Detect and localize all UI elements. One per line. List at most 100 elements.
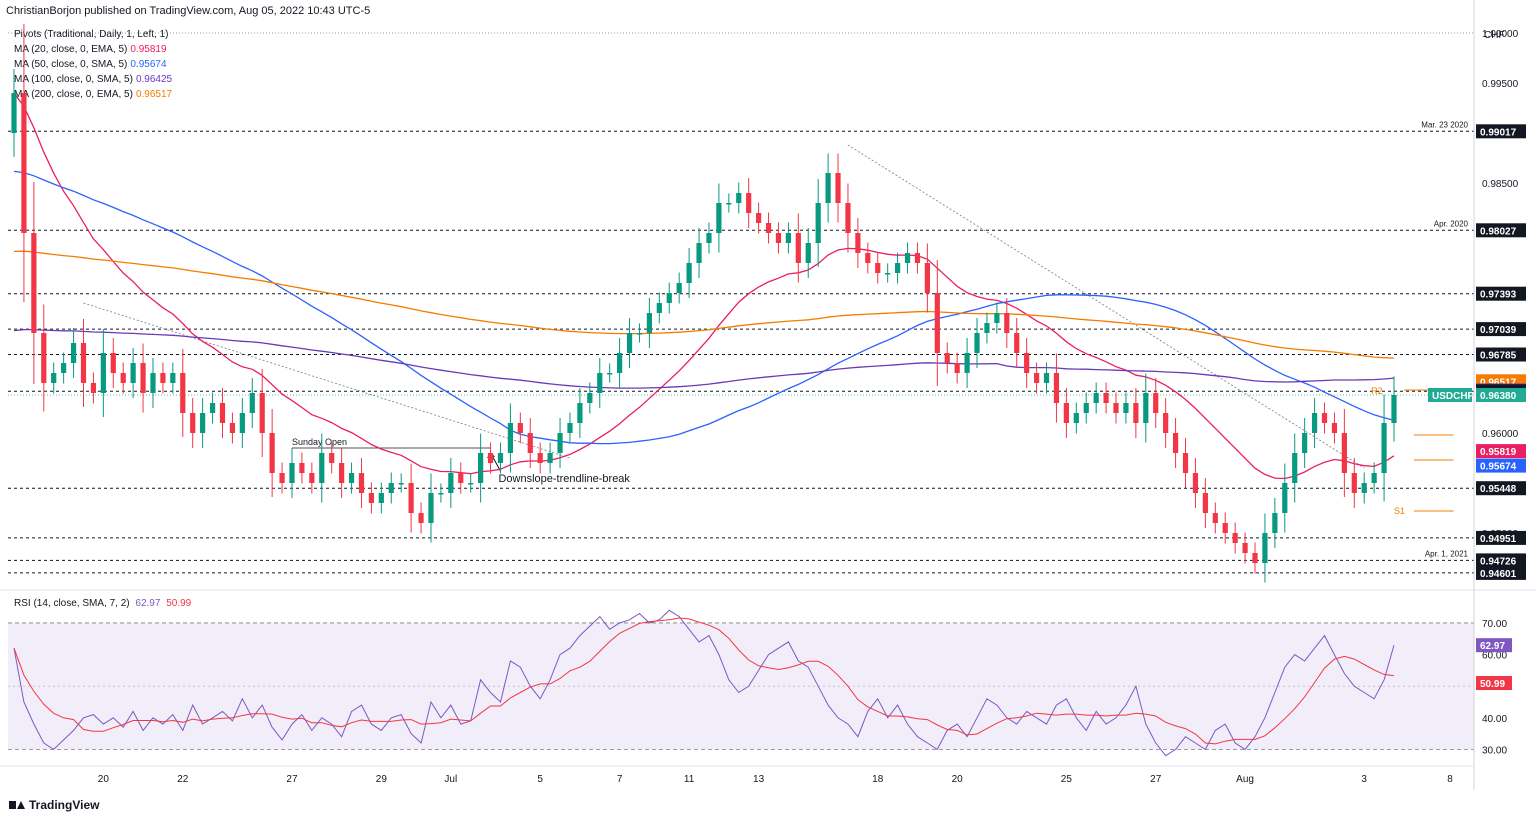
price-label: 0.96380	[1480, 391, 1517, 402]
price-label-bg	[1476, 388, 1526, 402]
y-tick-label: 0.99500	[1482, 79, 1519, 90]
candle-body	[31, 233, 37, 333]
candle-body	[805, 243, 811, 263]
candle-body	[1351, 473, 1357, 493]
candle-body	[736, 193, 742, 203]
level-label: Apr. 2020	[1434, 219, 1469, 228]
rsi-price-label: 62.97	[1480, 641, 1505, 652]
candle-body	[527, 433, 533, 453]
pivot-r2-label: R2	[1371, 386, 1383, 396]
candle-body	[1292, 453, 1298, 483]
candle-body	[617, 353, 623, 373]
candle-body	[160, 373, 166, 383]
price-label-bg	[1476, 444, 1526, 459]
candle-body	[1242, 543, 1248, 553]
candle-body	[557, 433, 563, 453]
candle-body	[746, 193, 752, 213]
x-tick-label: 22	[177, 774, 189, 785]
candle-body	[1033, 373, 1040, 383]
candle-body	[885, 273, 891, 275]
price-label-bg	[1476, 322, 1526, 337]
price-label: 0.95448	[1480, 484, 1517, 495]
candle-body	[607, 373, 613, 375]
candle-body	[41, 333, 47, 383]
candle-body	[517, 423, 523, 433]
legend-value: 0.96425	[135, 74, 173, 85]
x-tick-label: 27	[286, 774, 298, 785]
x-tick-label: 5	[537, 774, 543, 785]
annotations: Sunday Open Downslope-trendline-break R2 S1	[83, 144, 1454, 516]
candle-body	[944, 353, 950, 363]
rsi-price-label: 50.99	[1480, 679, 1505, 690]
candle-body	[200, 413, 206, 433]
candle-body	[1073, 413, 1079, 423]
x-tick-label: 20	[952, 774, 964, 785]
currency-label: CHF	[1484, 30, 1505, 41]
candle-body	[1302, 433, 1308, 453]
legend-value: 0.95674	[130, 59, 167, 70]
candle-body	[1024, 353, 1030, 373]
candle-body	[1262, 533, 1268, 563]
candle-body	[537, 453, 543, 463]
price-label: 0.94601	[1480, 569, 1517, 580]
price-label: 0.98027	[1480, 226, 1517, 237]
candle-body	[785, 233, 791, 243]
price-label: 0.99017	[1480, 127, 1517, 138]
moving-averages	[13, 92, 1395, 480]
rsi-legend-value: 62.97	[135, 598, 161, 609]
tradingview-logo[interactable]: TradingView	[9, 798, 99, 812]
rsi-legend-label: RSI (14, close, SMA, 7, 2)	[14, 598, 130, 609]
rsi-y-tick: 40.00	[1482, 714, 1507, 725]
candle-body	[587, 393, 593, 403]
x-tick-label: 8	[1447, 774, 1453, 785]
y-tick-label: 0.96000	[1482, 429, 1519, 440]
candles	[11, 24, 1397, 583]
candle-body	[219, 403, 226, 423]
candle-body	[567, 423, 573, 433]
candle-body	[716, 203, 722, 233]
candle-body	[100, 353, 106, 393]
candle-body	[309, 473, 315, 483]
rsi-label-bg	[1476, 676, 1512, 691]
candle-body	[378, 493, 384, 503]
candle-body	[388, 483, 394, 493]
ma50-line	[13, 170, 1395, 445]
tradingview-icon	[9, 800, 25, 810]
candle-body	[209, 403, 216, 413]
candle-body	[845, 203, 851, 233]
candle-body	[656, 303, 662, 313]
candle-body	[1133, 403, 1139, 423]
rsi-y-tick: 30.00	[1482, 745, 1507, 756]
candle-body	[61, 363, 67, 373]
candle-body	[1252, 553, 1258, 563]
candle-body	[110, 353, 116, 373]
legend-value: 0.96517	[135, 89, 173, 100]
candle-body	[448, 473, 454, 493]
candle-body	[914, 253, 921, 263]
x-tick-label: 3	[1361, 774, 1367, 785]
candle-body	[269, 433, 275, 473]
candle-body	[726, 203, 732, 205]
price-label: 0.95674	[1480, 462, 1517, 473]
price-label: 0.94951	[1480, 534, 1517, 545]
candle-body	[904, 253, 911, 263]
candle-body	[507, 423, 514, 453]
candle-body	[358, 473, 365, 493]
candle-body	[1371, 473, 1377, 483]
y-tick-label: 0.98500	[1482, 179, 1519, 190]
candle-body	[170, 373, 176, 383]
candle-body	[964, 353, 970, 373]
ma100-line	[13, 328, 1395, 389]
price-label-bg	[1476, 565, 1526, 580]
candle-body	[1143, 393, 1149, 423]
candle-body	[1282, 483, 1288, 513]
candle-body	[1113, 403, 1119, 413]
candle-body	[825, 173, 831, 203]
candle-body	[865, 253, 871, 263]
candle-body	[756, 213, 762, 223]
candle-body	[190, 413, 196, 433]
legend-item: Pivots (Traditional, Daily, 1, Left, 1)	[14, 28, 169, 41]
candle-body	[180, 373, 186, 413]
candle-body	[1361, 483, 1367, 493]
